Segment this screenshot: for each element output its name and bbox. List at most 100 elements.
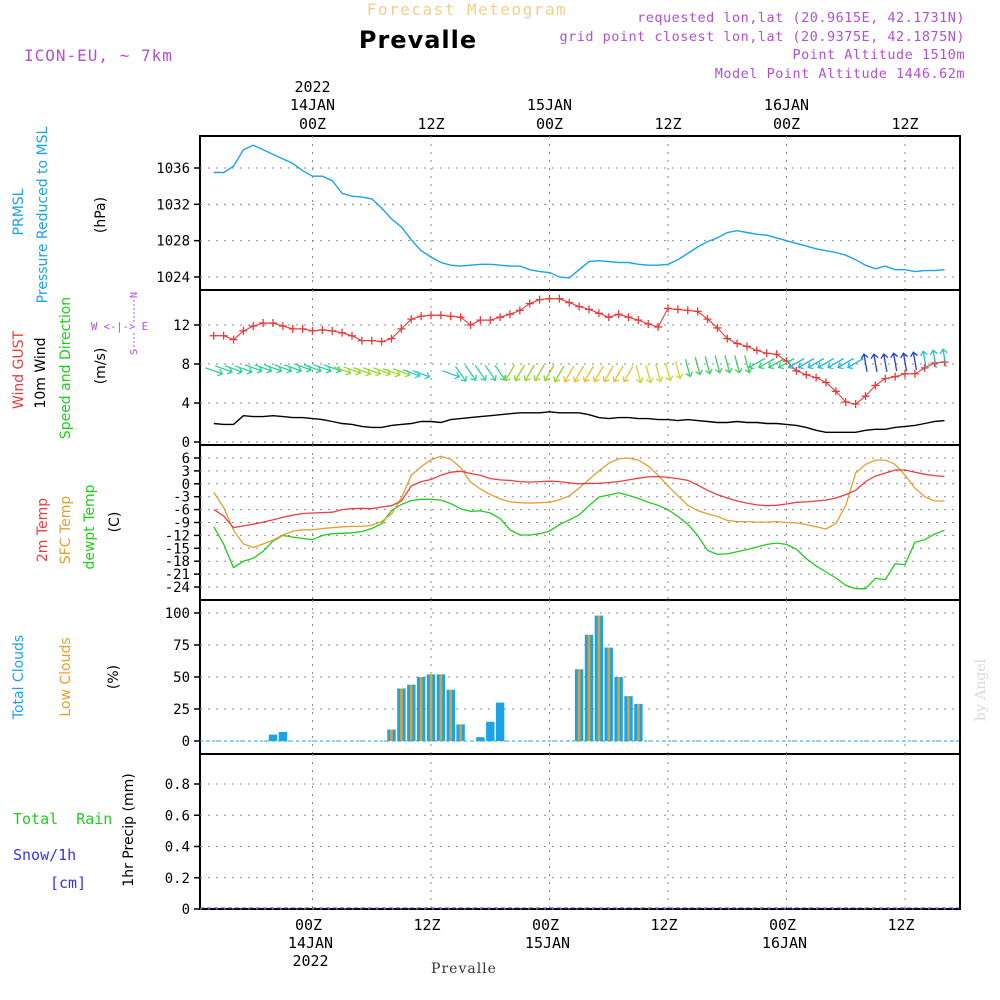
wind-direction-arrow: [635, 364, 644, 384]
wind-direction-arrow: [704, 356, 713, 375]
wind-gust-point: [841, 398, 850, 407]
wind-gust-point: [525, 299, 534, 308]
wind-gust-point: [891, 372, 900, 381]
arrow-shape: [363, 367, 382, 377]
wind-gust-point: [259, 319, 268, 328]
arrow-shape: [612, 365, 624, 383]
wind-direction-arrow: [748, 357, 766, 370]
wind-gust-point: [387, 334, 396, 343]
total-clouds-bar: [486, 721, 495, 741]
wind-gust-point: [298, 324, 307, 333]
wind-gust-point: [545, 294, 554, 303]
chart-title: Forecast Meteogram: [367, 0, 567, 19]
arrow-shape: [303, 364, 322, 374]
snow-unit-label: [cm]: [50, 874, 86, 892]
ytick-label: 0.6: [165, 808, 190, 824]
wind-direction-arrow: [333, 366, 352, 376]
arrow-shape: [655, 363, 664, 383]
wind-gust-point: [229, 335, 238, 344]
arrow-shape: [807, 357, 825, 370]
wind-unit: (m/s): [93, 348, 109, 385]
wind-gust-point: [812, 373, 821, 382]
wind-direction-arrow: [846, 357, 864, 370]
wind-gust-point: [861, 392, 870, 401]
sfc-temp-label: SFC Temp: [58, 496, 74, 565]
pressure-labels: PRMSL Pressure Reduced to MSL (hPa): [11, 126, 109, 303]
time-year-label: 2022: [292, 952, 328, 970]
wind-gust-point: [654, 322, 663, 331]
time-day-label: 14JAN: [288, 934, 333, 952]
ytick-label: 4: [182, 396, 190, 412]
ytick-label: 3: [182, 464, 190, 480]
time-tick-label: 00Z: [299, 115, 326, 133]
wind-gust-point: [318, 325, 327, 334]
wind-direction-arrow: [714, 355, 723, 374]
wind-direction-arrow: [244, 364, 263, 374]
wind-gust-point: [278, 321, 287, 330]
arrow-shape: [714, 355, 723, 374]
ytick-label: -18: [165, 554, 190, 570]
wind-gust-label: Wind GUST: [11, 330, 27, 409]
arrow-shape: [484, 365, 497, 381]
wind-direction-arrow: [880, 353, 889, 372]
snow-label: Snow/1h: [13, 846, 76, 864]
wind-gust-point: [871, 381, 880, 390]
ytick-label: 1032: [156, 197, 190, 213]
low-clouds-bar: [419, 677, 423, 741]
wind-direction-arrow: [363, 367, 382, 377]
low-clouds-bar: [390, 729, 393, 741]
time-tick-label: 00Z: [773, 115, 800, 133]
wind-direction-arrow: [533, 364, 545, 382]
temp-labels: 2m Temp SFC Temp dewpt Temp (C): [35, 484, 123, 569]
wind-gust-point: [604, 313, 613, 322]
time-tick-label: 00Z: [536, 115, 563, 133]
wind-direction-arrow: [645, 364, 654, 384]
wind-direction-arrow: [474, 365, 487, 381]
ytick-label: 25: [173, 702, 190, 718]
wind-gust-point: [555, 294, 564, 303]
total-clouds-bar: [495, 702, 505, 741]
wind-gust-point: [624, 313, 633, 322]
wind-gust-point: [407, 315, 416, 324]
arrow-shape: [939, 348, 948, 368]
panel-frame: [199, 753, 961, 910]
wind-direction-arrow: [442, 370, 461, 380]
arrow-shape: [582, 365, 595, 383]
wind-direction-arrow: [323, 364, 342, 374]
wind-10m-label: 10m Wind: [33, 337, 49, 408]
location-title: Prevalle: [359, 26, 477, 54]
wind-direction-arrow: [797, 357, 815, 370]
wind-gust-point: [901, 369, 909, 378]
wind-direction-arrow: [665, 362, 674, 382]
wind-gust-point: [585, 305, 593, 314]
low-clouds-bar: [400, 688, 403, 741]
wind-direction-arrow: [353, 367, 372, 377]
arrow-shape: [205, 367, 224, 377]
wind-gust-point: [486, 316, 495, 325]
wind-gust-point: [456, 313, 465, 322]
wind-direction-arrow: [674, 361, 684, 380]
time-day-label: 16JAN: [764, 96, 809, 114]
time-day-label: 15JAN: [527, 96, 572, 114]
t2m-label: 2m Temp: [35, 498, 51, 562]
wind-direction-arrow: [412, 370, 431, 380]
wind-gust-point: [703, 315, 712, 324]
arrow-shape: [622, 365, 634, 383]
ytick-label: 12: [173, 318, 190, 334]
wind-direction-arrow: [900, 352, 908, 372]
wind-direction-arrow: [234, 365, 253, 375]
wind-gust-point: [397, 324, 406, 333]
ytick-label: -12: [165, 528, 190, 544]
arrow-shape: [870, 353, 879, 372]
wind-direction-arrow: [890, 352, 899, 372]
wind-labels: Wind GUST 10m Wind Speed and Direction (…: [11, 297, 109, 439]
arrow-shape: [910, 351, 918, 371]
time-tick-label: 12Z: [650, 916, 677, 934]
low-clouds-bar: [429, 674, 433, 741]
wind-direction-arrow: [513, 364, 525, 382]
ytick-label: 6: [182, 451, 190, 467]
wind-direction-arrow: [224, 365, 243, 375]
low-clouds-bar: [577, 669, 581, 741]
wind-direction-arrow: [939, 348, 948, 368]
